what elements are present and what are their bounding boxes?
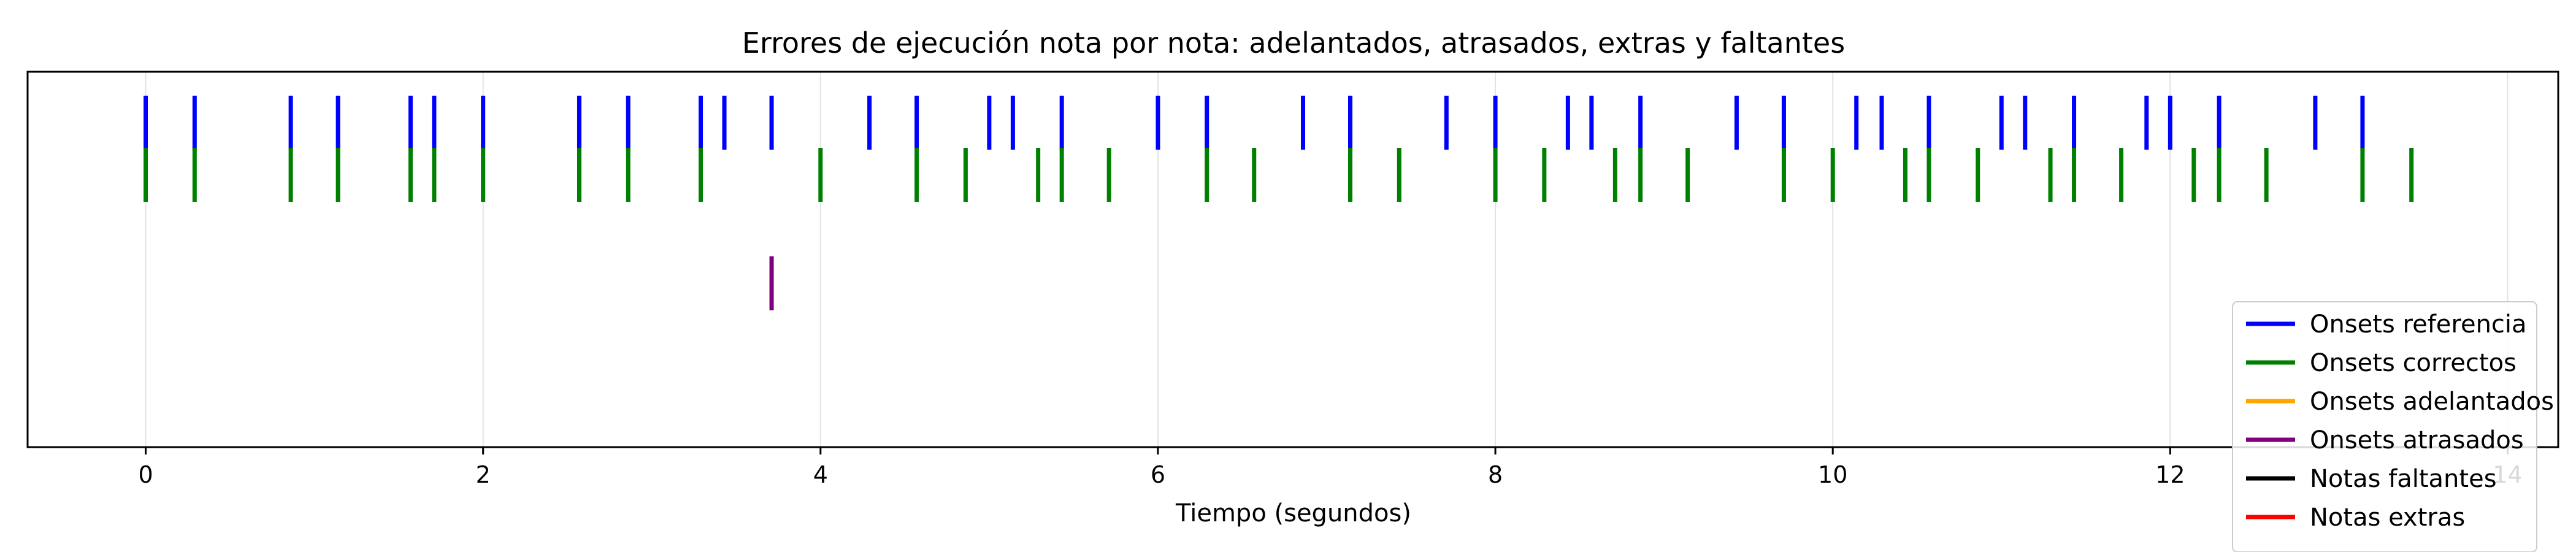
x-tick-label: 12 — [2155, 461, 2185, 488]
legend-label: Onsets referencia — [2310, 310, 2527, 339]
x-tick-label: 2 — [476, 461, 491, 488]
event-marks — [144, 96, 2414, 310]
legend-box — [2232, 301, 2537, 552]
x-axis-label: Tiempo (segundos) — [1175, 499, 1411, 527]
legend-label: Onsets adelantados — [2310, 388, 2554, 416]
plot-frame — [26, 71, 2559, 448]
x-tick-label: 6 — [1151, 461, 1165, 488]
legend-label: Onsets correctos — [2310, 349, 2517, 377]
legend-label: Onsets atrasados — [2310, 426, 2524, 454]
x-tick-label: 4 — [813, 461, 828, 488]
legend-label: Notas faltantes — [2310, 465, 2497, 493]
x-axis-ticks: 02468101214 — [138, 447, 2523, 488]
x-tick-label: 8 — [1488, 461, 1503, 488]
x-grid — [145, 72, 2509, 447]
x-tick-label: 10 — [1818, 461, 1847, 488]
legend: Onsets referencia Onsets correctos Onsets … — [2232, 301, 2554, 552]
legend-label: Notas extras — [2310, 504, 2465, 532]
chart-title: Errores de ejecución nota por nota: adel… — [742, 26, 1845, 59]
x-tick-label: 0 — [138, 461, 153, 488]
